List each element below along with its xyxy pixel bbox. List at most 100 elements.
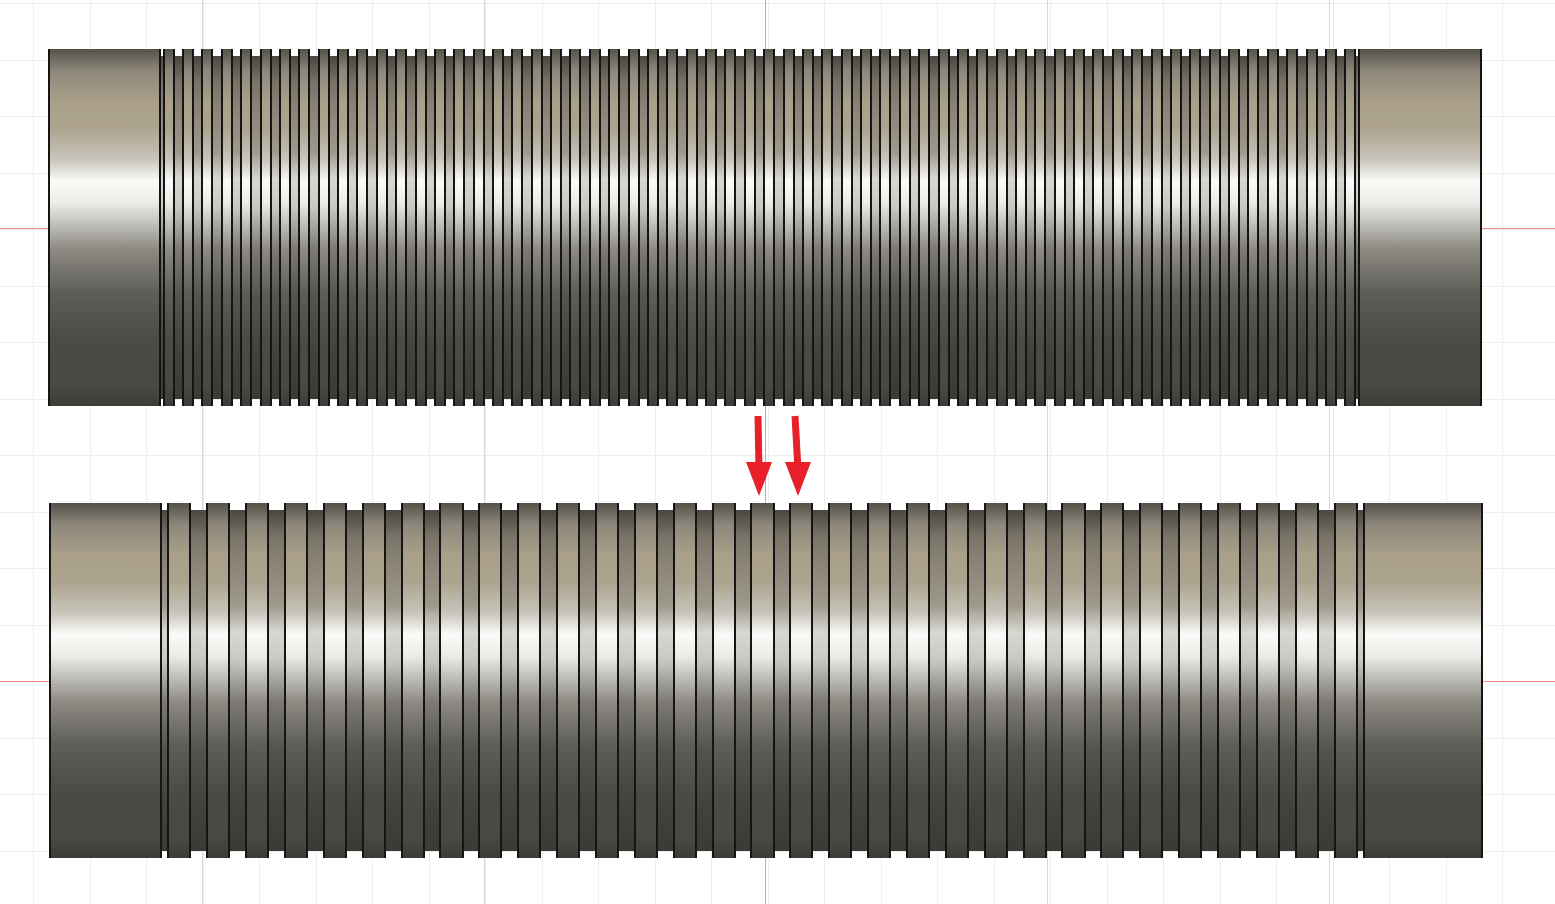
grid-line [0,3,1555,4]
thread-crest [375,49,388,406]
thread-crest [1305,49,1318,406]
threaded-rod-fine-pitch[interactable] [48,49,1482,406]
thread-crest [608,49,621,406]
thread-crest [1344,49,1357,406]
thread-crest [361,503,386,858]
thread-crest [1131,49,1144,406]
thread-crest [201,49,214,406]
threaded-rod-coarse-pitch[interactable] [49,503,1483,858]
thread-crest [511,49,524,406]
thread-crest [1139,503,1164,858]
grid-line [0,851,1555,852]
thread-crest [182,49,195,406]
grid-line-major [484,0,485,904]
thread-crest [491,49,504,406]
grid-line [1446,0,1447,904]
grid-line-major [1329,0,1330,904]
grid-line [259,0,260,904]
thread-crest [685,49,698,406]
grid-line [316,0,317,904]
thread-crest [1189,49,1202,406]
thread-crest [472,49,485,406]
grid-line [0,399,1555,400]
thread-crest [956,49,969,406]
thread-crest [162,49,175,406]
thread-crest [750,503,775,858]
thread-crest [556,503,581,858]
thread-crest [1208,49,1221,406]
thread-crest [414,49,427,406]
thread-crest [860,49,873,406]
thread-crest [905,503,931,858]
end-cap-left [48,49,161,406]
thread-crest [317,49,330,406]
thread-crest [1092,49,1105,406]
thread-crest [840,49,853,406]
thread-crest [439,503,464,858]
thread-crest [1294,503,1319,858]
grid-line [372,0,373,904]
thread-crest [1061,503,1086,858]
thread-crest [705,49,718,406]
thread-crest [1169,49,1182,406]
down-arrow-icon [746,415,772,496]
thread-crest [517,503,542,858]
thread-crest [259,49,272,406]
thread-crest [433,49,446,406]
thread-crest [395,49,408,406]
thread-crest [995,49,1008,406]
thread-crest [1150,49,1163,406]
thread-crest [400,503,425,858]
thread-crest [879,49,892,406]
grid-line [1276,0,1277,904]
thread-crest [1100,503,1125,858]
grid-line [881,0,882,904]
grid-line [485,0,486,904]
thread-crest [821,49,834,406]
thread-crest [666,49,679,406]
thread-crest [724,49,737,406]
thread-crest [976,49,989,406]
grid-line [937,0,938,904]
thread-crest [206,503,231,858]
grid-line [994,0,995,904]
thread-crest [337,49,350,406]
thread-crest [245,503,270,858]
thread-crest [550,49,563,406]
thread-crest [944,503,969,858]
thread-crest [530,49,543,406]
thread-crest [569,49,582,406]
thread-crest [672,503,697,858]
thread-crest [1266,49,1279,406]
grid-line [1389,0,1390,904]
grid-line [1502,0,1503,904]
thread-crest [627,49,640,406]
grid-line [1333,0,1334,904]
thread-crest [283,503,309,858]
grid-line [1050,0,1051,904]
thread-crest [828,503,853,858]
thread-crest [220,49,233,406]
thread-crest [453,49,466,406]
end-cap-right [1358,49,1482,406]
thread-crest [1324,49,1337,406]
thread-crest [1255,503,1280,858]
thread-crest [1015,49,1027,406]
thread-crest [789,503,814,858]
thread-crest [898,49,911,406]
grid-line [90,0,91,904]
thread-crest [1333,503,1358,858]
thread-crest [1286,49,1299,406]
thread-crest [1247,49,1260,406]
down-arrow-icon [785,415,811,496]
grid-line [824,0,825,904]
thread-crest [782,49,795,406]
thread-crest [743,49,756,406]
thread-crest [1111,49,1124,406]
grid-line-major [1047,0,1048,904]
thread-crest [867,503,892,858]
grid-line-major [202,0,203,904]
grid-line [598,0,599,904]
thread-crest [240,49,253,406]
